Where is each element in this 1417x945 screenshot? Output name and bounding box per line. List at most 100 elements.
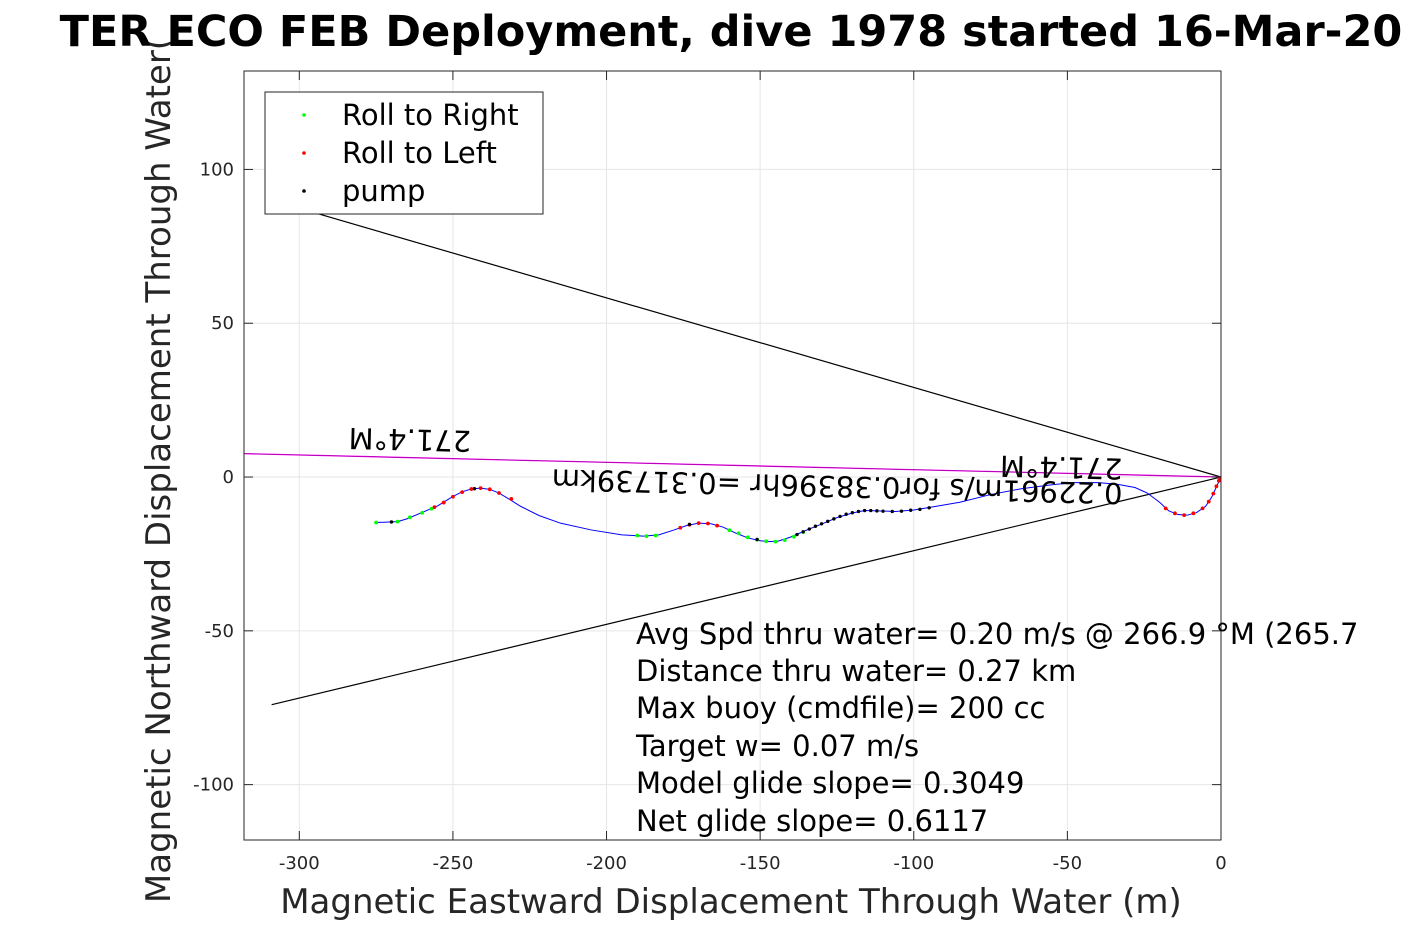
- legend-roll-right-label: Roll to Right: [342, 98, 519, 132]
- legend-roll-left-marker: [302, 151, 306, 155]
- pump-point: [472, 487, 477, 491]
- pump-point: [813, 524, 818, 528]
- pump-point: [389, 520, 394, 524]
- heading-line-shadow: [244, 453, 1221, 478]
- roll-left-point: [509, 496, 514, 501]
- legend-pump-label: pump: [342, 174, 425, 208]
- roll-left-point: [497, 491, 501, 495]
- pump-point: [755, 537, 759, 542]
- info-line-avg-speed: Avg Spd thru water= 0.20 m/s @ 266.9 °M …: [636, 617, 1358, 651]
- pump-point: [869, 508, 873, 513]
- track-markers: [374, 476, 1221, 544]
- roll-left-point: [706, 521, 710, 526]
- y-tick-label: 100: [200, 159, 234, 180]
- roll-left-point: [1182, 513, 1187, 518]
- roll-right-point: [764, 539, 769, 544]
- pump-point: [899, 509, 904, 513]
- pump-point: [850, 511, 855, 515]
- wedge-line: [271, 476, 1221, 706]
- x-tick-label: -50: [1053, 853, 1082, 874]
- roll-left-point: [478, 486, 483, 491]
- pump-point: [890, 509, 894, 514]
- x-tick-label: -100: [893, 853, 934, 874]
- roll-left-point: [469, 487, 474, 491]
- legend-roll-left-label: Roll to Left: [342, 136, 497, 170]
- pump-point: [795, 532, 799, 537]
- pump-point: [844, 512, 848, 516]
- pump-point: [927, 506, 931, 510]
- pump-point: [832, 517, 836, 521]
- roll-right-point: [792, 534, 796, 539]
- roll-right-point: [420, 510, 425, 515]
- roll-right-point: [736, 531, 741, 536]
- heading-wedge: [271, 199, 1221, 706]
- roll-left-point: [1211, 491, 1216, 496]
- legend-roll-right-marker: [302, 113, 306, 117]
- roll-left-point: [715, 523, 720, 528]
- roll-left-point: [696, 521, 701, 526]
- track-line: [376, 476, 1221, 543]
- info-line-distance: Distance thru water= 0.27 km: [636, 654, 1076, 688]
- roll-left-point: [487, 487, 492, 492]
- y-tick-labels: -100 -50 0 50 100: [193, 159, 234, 795]
- roll-left-point: [1200, 506, 1205, 511]
- roll-right-point: [653, 533, 658, 538]
- x-tick-label: -150: [740, 853, 781, 874]
- x-tick-label: 0: [1215, 853, 1226, 874]
- roll-left-point: [451, 494, 455, 499]
- legend-box: [264, 91, 544, 215]
- pump-point: [875, 509, 879, 513]
- roll-left-point: [460, 490, 465, 495]
- y-tick-label: -50: [205, 621, 234, 642]
- y-tick-label: 0: [223, 467, 234, 488]
- roll-right-point: [745, 535, 750, 540]
- roll-left-point: [1173, 511, 1177, 516]
- roll-right-point: [773, 539, 778, 544]
- roll-left-point: [441, 500, 446, 505]
- track-path: [376, 476, 1221, 543]
- x-tick-label: -200: [586, 853, 627, 874]
- grid: [244, 71, 1222, 840]
- pump-point: [687, 522, 692, 527]
- x-tick-label: -300: [279, 853, 320, 874]
- pump-point: [838, 514, 842, 519]
- roll-left-point: [1206, 499, 1211, 504]
- info-block: Avg Spd thru water= 0.20 m/s @ 266.9 °M …: [635, 617, 1358, 838]
- roll-left-point: [678, 525, 683, 530]
- x-axis-label: Magnetic Eastward Displacement Through W…: [280, 882, 1182, 922]
- roll-right-point: [408, 515, 412, 520]
- roll-left-point: [1191, 511, 1196, 516]
- pump-point: [801, 530, 805, 534]
- axes-box: [243, 70, 1222, 841]
- roll-right-point: [635, 533, 640, 538]
- roll-right-point: [782, 538, 787, 542]
- rotated-annotation: 271.4°M: [348, 421, 471, 458]
- pump-point: [856, 509, 861, 514]
- y-axis-label: Magnetic Northward Displacement Through …: [139, 37, 179, 903]
- pump-point: [918, 507, 922, 512]
- x-tick-label: -250: [432, 853, 473, 874]
- pump-point: [826, 519, 830, 524]
- info-line-model-glide: Model glide slope= 0.3049: [636, 766, 1024, 800]
- heading-line: [244, 453, 1221, 478]
- pump-point: [881, 509, 885, 513]
- roll-left-point: [432, 505, 437, 510]
- wedge-line: [271, 199, 1221, 478]
- chart-title: TER ECO FEB Deployment, dive 1978 starte…: [60, 7, 1403, 57]
- legend: Roll to Right Roll to Left pump: [264, 91, 544, 215]
- info-line-net-glide: Net glide slope= 0.6117: [636, 804, 988, 838]
- info-line-max-buoy: Max buoy (cmdfile)= 200 cc: [636, 691, 1045, 725]
- pump-point: [862, 508, 867, 513]
- roll-right-point: [644, 534, 649, 538]
- roll-left-point: [1163, 506, 1168, 511]
- ticks: [244, 71, 1222, 840]
- roll-right-point: [374, 520, 379, 525]
- y-tick-label: 50: [211, 313, 234, 334]
- rotated-annotation: 271.4°M: [1000, 449, 1123, 486]
- pump-point: [819, 522, 824, 526]
- legend-pump-marker: [302, 189, 306, 193]
- roll-right-point: [429, 506, 434, 511]
- y-tick-label: -100: [193, 775, 234, 796]
- roll-right-point: [727, 528, 732, 533]
